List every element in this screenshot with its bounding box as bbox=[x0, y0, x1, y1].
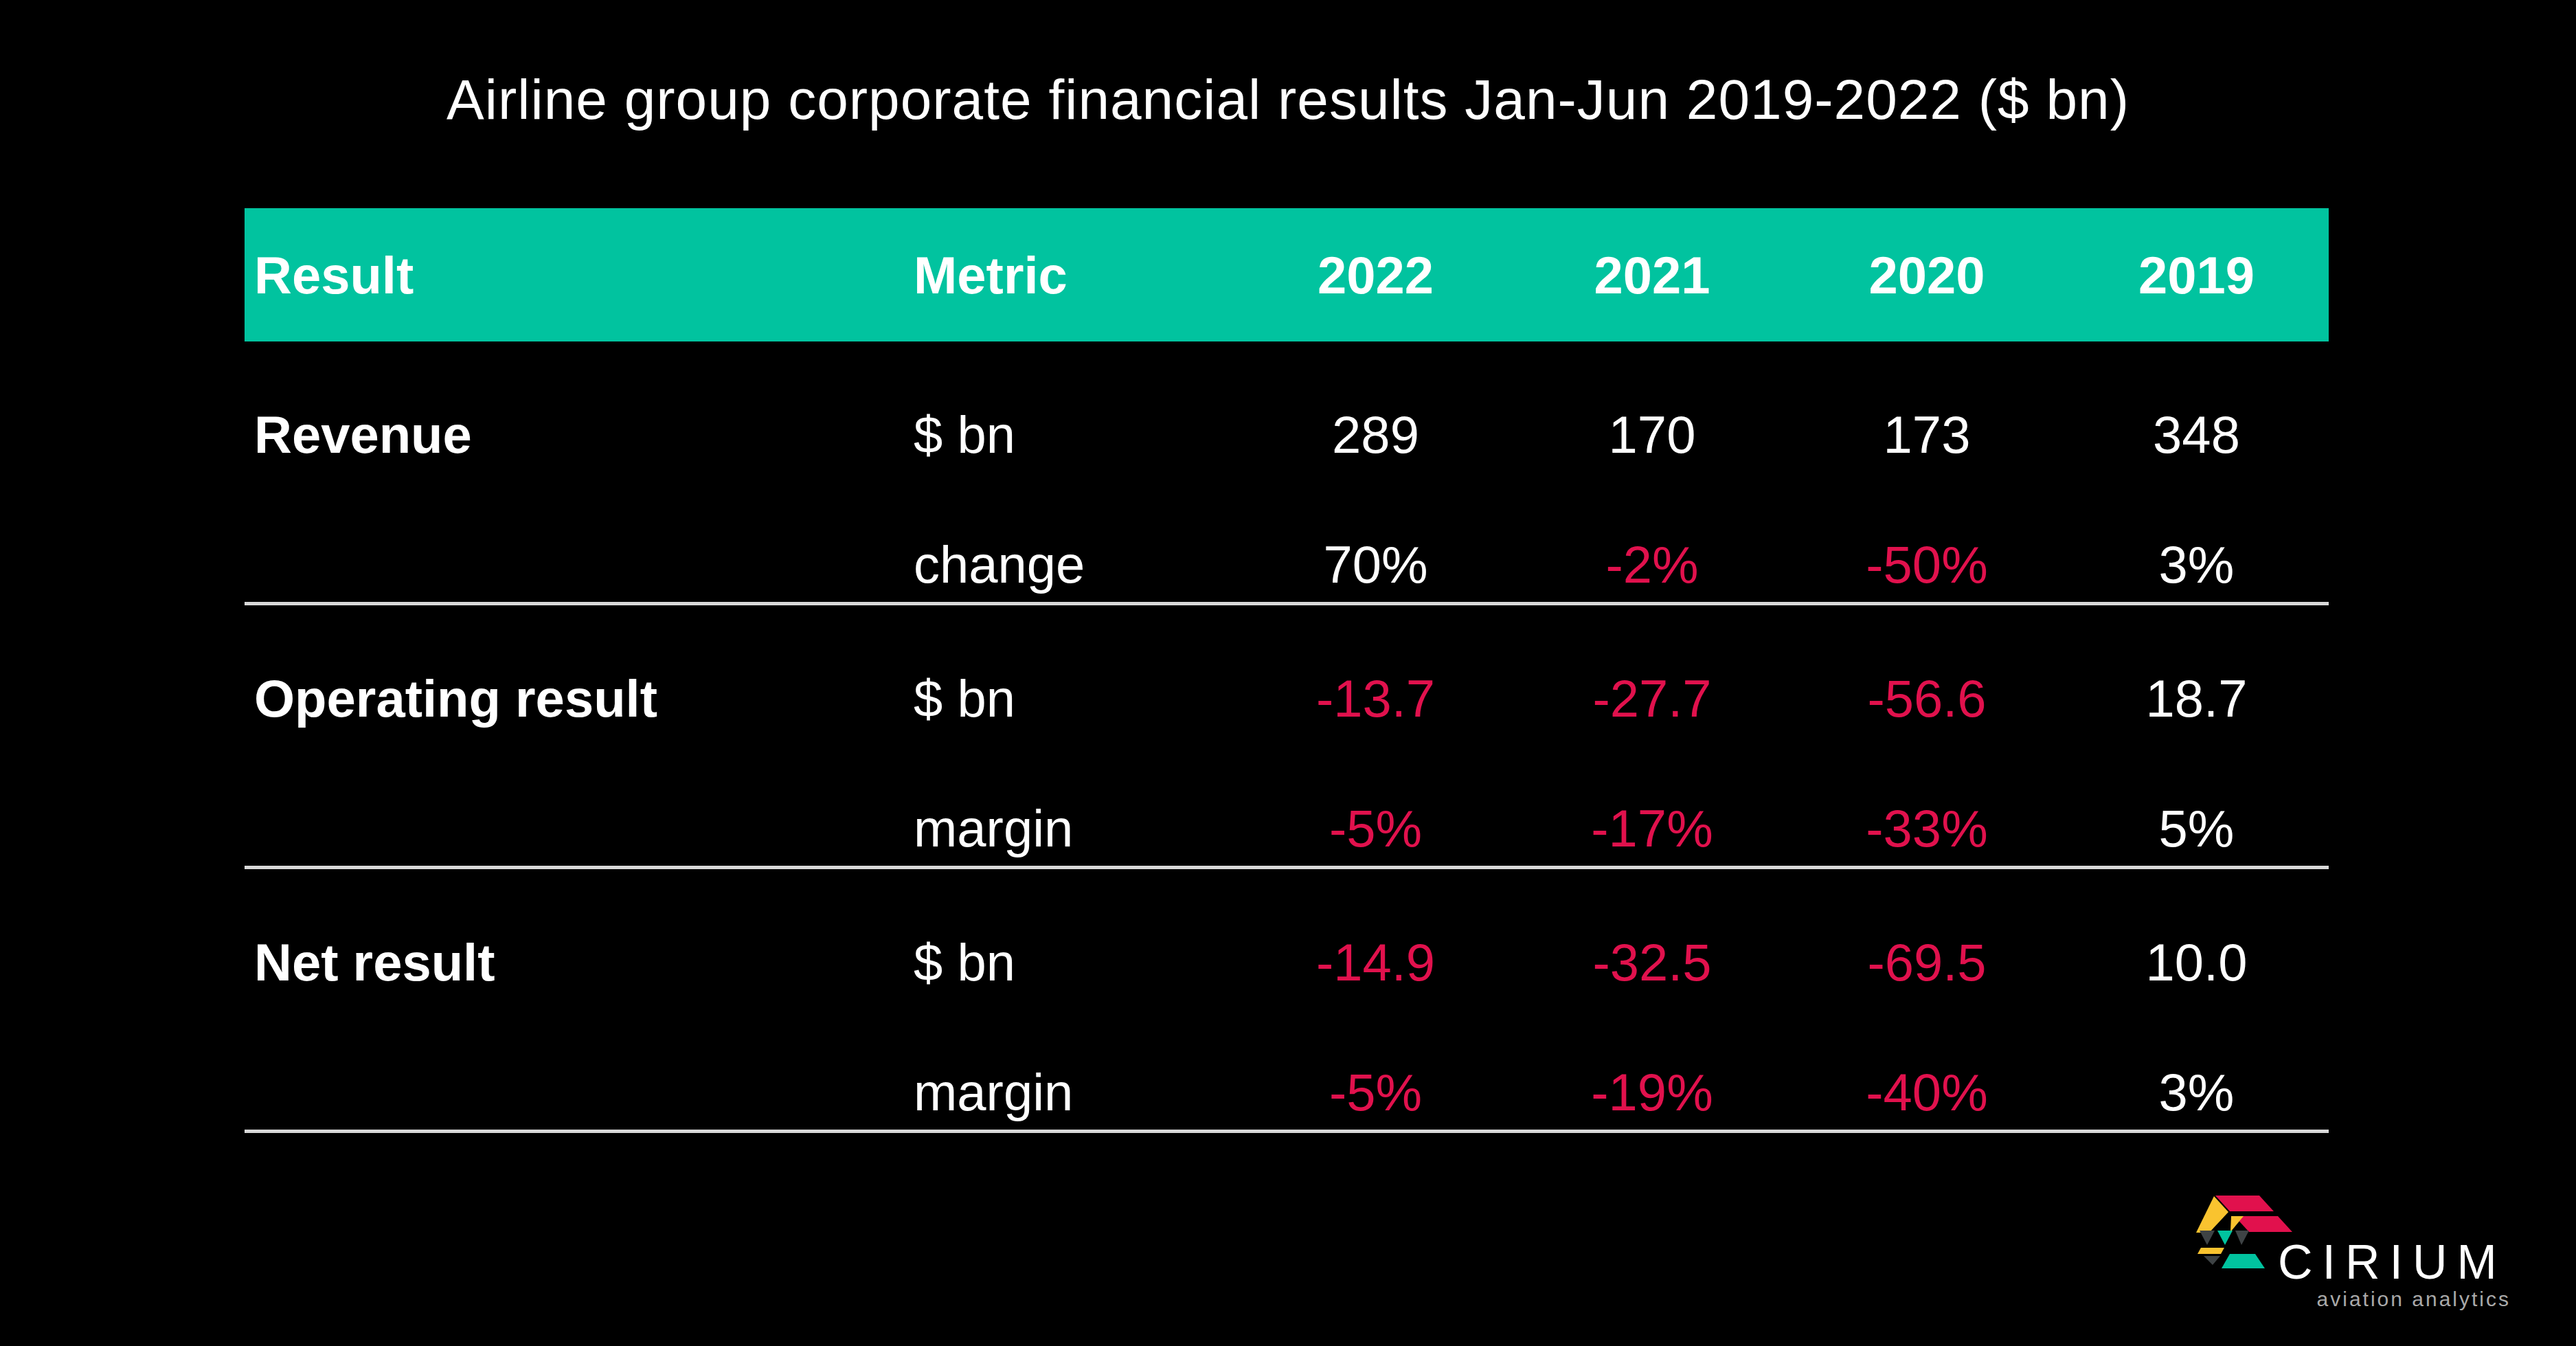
row-label-cell: Net result bbox=[245, 869, 907, 1001]
value-cell: -40% bbox=[1789, 1001, 2064, 1130]
header-cell-result: Result bbox=[245, 208, 907, 341]
row-label-cell bbox=[245, 737, 907, 866]
table-row: Operating result $ bn -13.7 -27.7 -56.6 … bbox=[245, 605, 2329, 737]
value-cell: -2% bbox=[1515, 473, 1789, 602]
metric-cell: change bbox=[907, 473, 1236, 602]
value-cell: -33% bbox=[1789, 737, 2064, 866]
logo-facet bbox=[2217, 1231, 2233, 1245]
value-cell: 10.0 bbox=[2064, 869, 2329, 1001]
table-header-row: Result Metric 2022 2021 2020 2019 bbox=[245, 208, 2329, 341]
table-row: margin -5% -17% -33% 5% bbox=[245, 737, 2329, 869]
value-cell: 3% bbox=[2064, 473, 2329, 602]
metric-cell: $ bn bbox=[907, 605, 1236, 737]
value-cell: -19% bbox=[1515, 1001, 1789, 1130]
value-cell: 3% bbox=[2064, 1001, 2329, 1130]
logo-facet bbox=[2235, 1216, 2292, 1232]
value-cell: -13.7 bbox=[1236, 605, 1515, 737]
header-cell-2021: 2021 bbox=[1515, 208, 1789, 341]
header-cell-2022: 2022 bbox=[1236, 208, 1515, 341]
logo-facet bbox=[2200, 1231, 2215, 1245]
table-row: change 70% -2% -50% 3% bbox=[245, 473, 2329, 605]
logo-facet bbox=[2235, 1231, 2249, 1245]
metric-cell: $ bn bbox=[907, 341, 1236, 473]
value-cell: 18.7 bbox=[2064, 605, 2329, 737]
value-cell: -14.9 bbox=[1236, 869, 1515, 1001]
value-cell: -32.5 bbox=[1515, 869, 1789, 1001]
row-label-cell bbox=[245, 1001, 907, 1130]
value-cell: 173 bbox=[1789, 341, 2064, 473]
logo-facet bbox=[2230, 1216, 2244, 1232]
header-cell-metric: Metric bbox=[907, 208, 1236, 341]
value-cell: 5% bbox=[2064, 737, 2329, 866]
metric-cell: margin bbox=[907, 737, 1236, 866]
cirium-logo: CIRIUM aviation analytics bbox=[2191, 1194, 2511, 1338]
metric-cell: margin bbox=[907, 1001, 1236, 1130]
table-row: Net result $ bn -14.9 -32.5 -69.5 10.0 bbox=[245, 869, 2329, 1001]
value-cell: 289 bbox=[1236, 341, 1515, 473]
value-cell: -50% bbox=[1789, 473, 2064, 602]
value-cell: -69.5 bbox=[1789, 869, 2064, 1001]
row-label-cell: Revenue bbox=[245, 341, 907, 473]
logo-facet bbox=[2204, 1256, 2220, 1265]
header-cell-2019: 2019 bbox=[2064, 208, 2329, 341]
cirium-wordmark: CIRIUM bbox=[2278, 1238, 2507, 1286]
value-cell: -5% bbox=[1236, 1001, 1515, 1130]
value-cell: -5% bbox=[1236, 737, 1515, 866]
logo-facet bbox=[2197, 1248, 2224, 1254]
table-row: margin -5% -19% -40% 3% bbox=[245, 1001, 2329, 1133]
value-cell: -56.6 bbox=[1789, 605, 2064, 737]
row-label-cell: Operating result bbox=[245, 605, 907, 737]
value-cell: 70% bbox=[1236, 473, 1515, 602]
table-row: Revenue $ bn 289 170 173 348 bbox=[245, 341, 2329, 473]
results-table: Result Metric 2022 2021 2020 2019 Revenu… bbox=[245, 208, 2329, 1133]
value-cell: 348 bbox=[2064, 341, 2329, 473]
row-label-cell bbox=[245, 473, 907, 602]
logo-facet bbox=[2222, 1254, 2265, 1268]
cirium-tagline: aviation analytics bbox=[2317, 1289, 2511, 1310]
header-cell-2020: 2020 bbox=[1789, 208, 2064, 341]
infographic-page: Airline group corporate financial result… bbox=[0, 0, 2576, 1346]
value-cell: 170 bbox=[1515, 341, 1789, 473]
page-title: Airline group corporate financial result… bbox=[0, 67, 2576, 132]
metric-cell: $ bn bbox=[907, 869, 1236, 1001]
value-cell: -17% bbox=[1515, 737, 1789, 866]
value-cell: -27.7 bbox=[1515, 605, 1789, 737]
